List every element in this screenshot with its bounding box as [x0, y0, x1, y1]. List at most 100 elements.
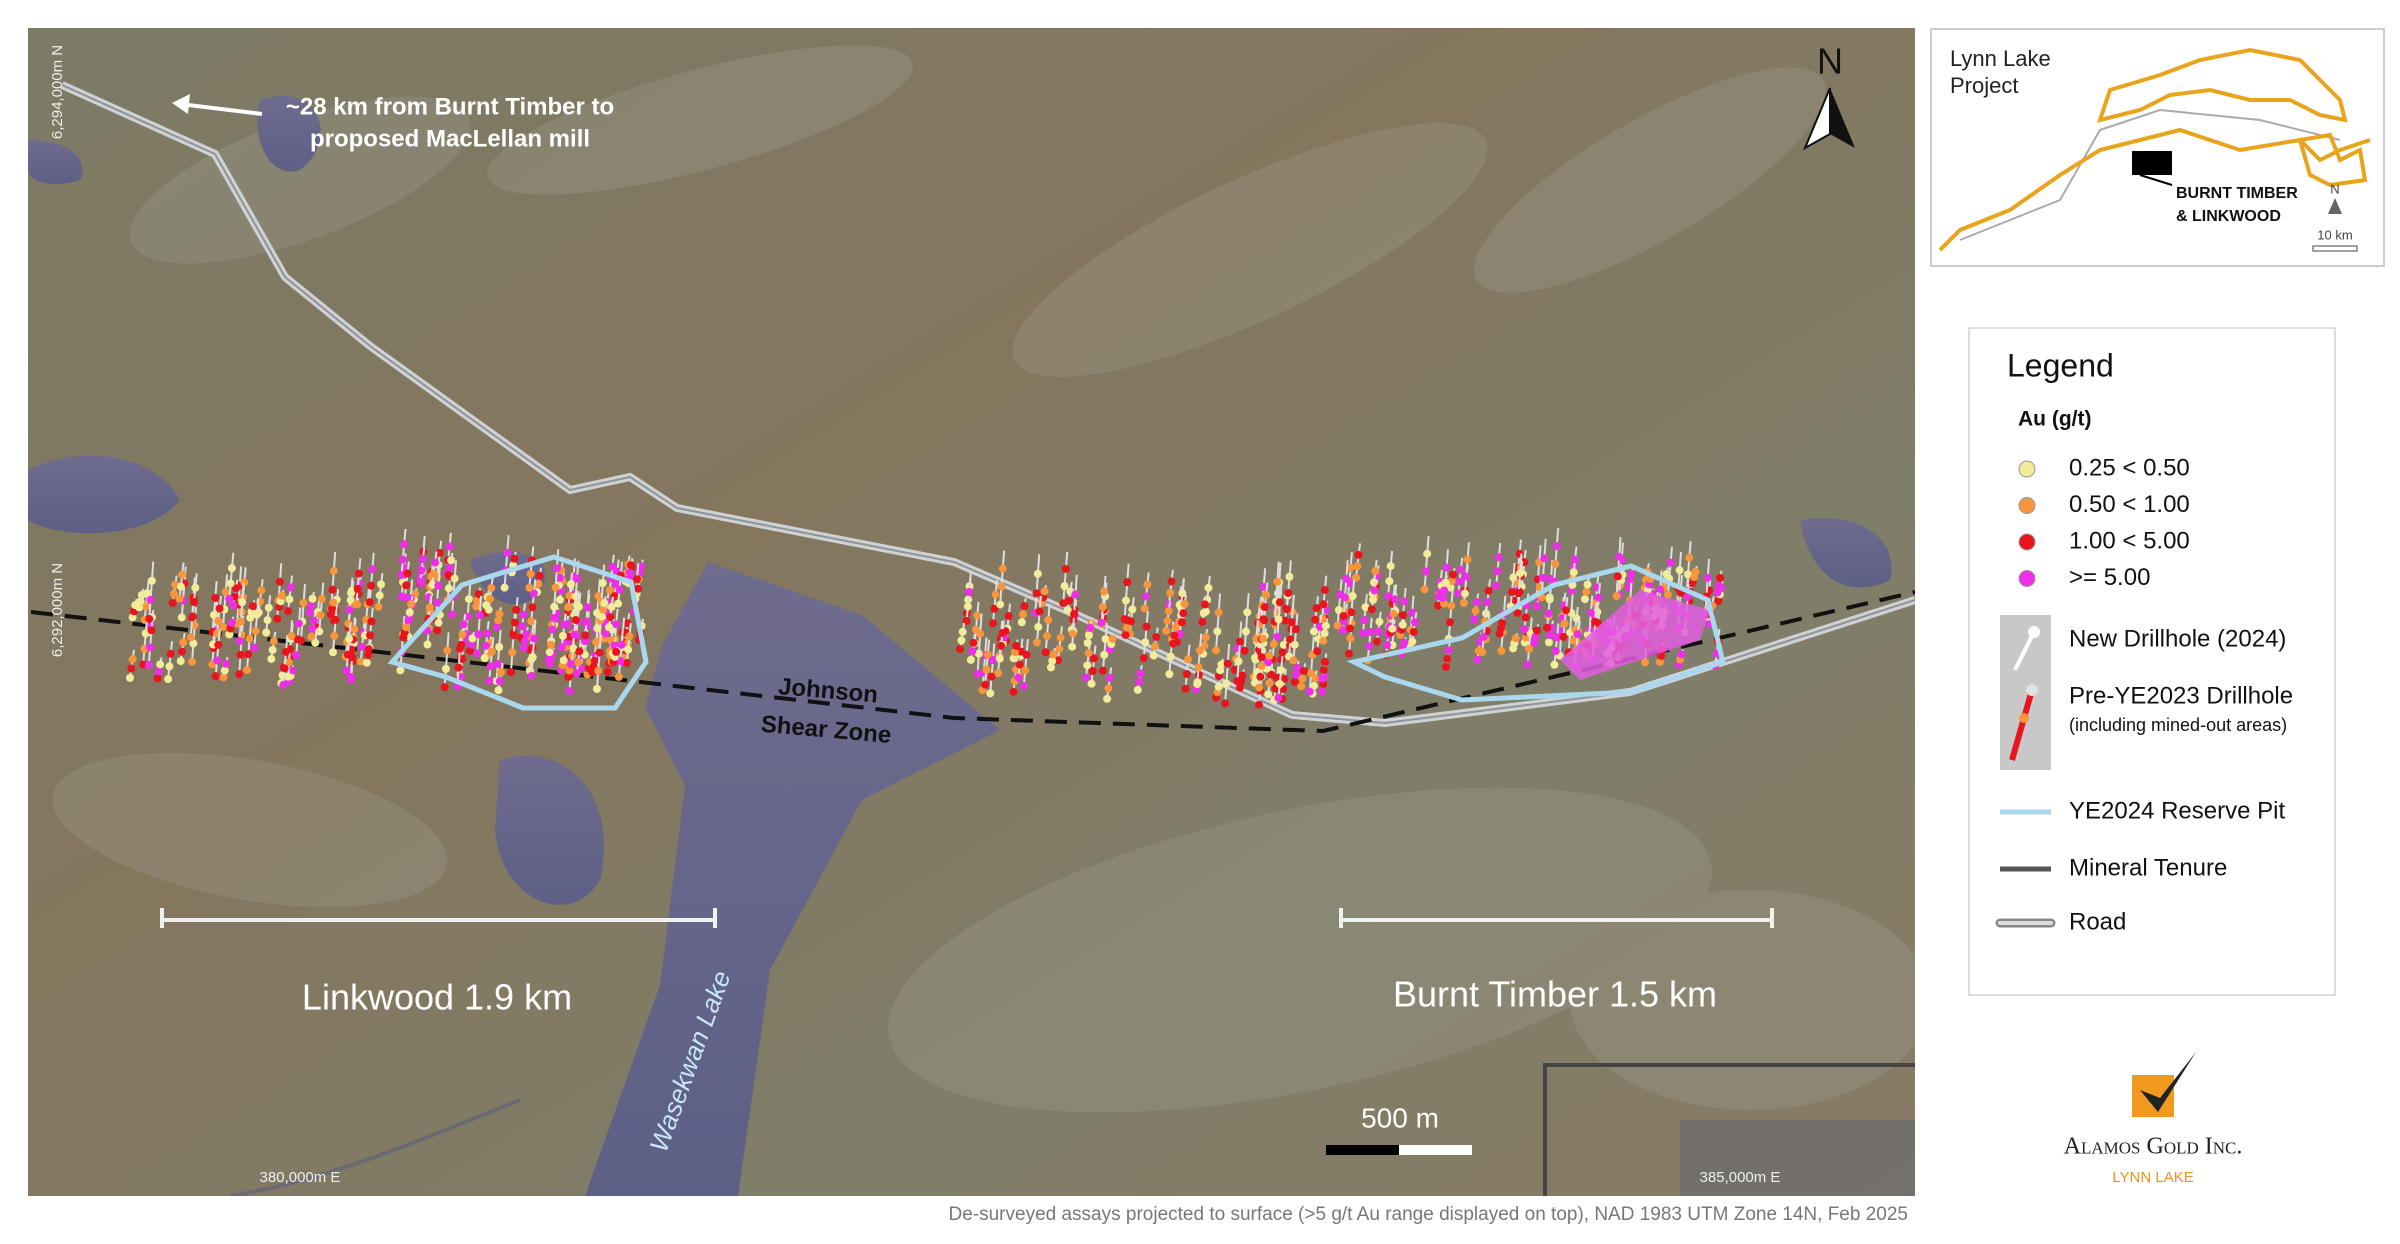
drillhole-trace: [1423, 535, 1430, 590]
drillhole-assay: [1285, 572, 1294, 581]
drillhole-assay: [1626, 577, 1635, 586]
drillhole-assay: [368, 565, 377, 574]
drillhole-assay: [1713, 588, 1722, 597]
drillhole-assay: [973, 669, 982, 678]
drillhole-assay: [1460, 589, 1469, 598]
drillhole-assay: [1123, 578, 1132, 587]
drillhole-assay: [1433, 601, 1442, 610]
drillhole-assay: [565, 591, 574, 600]
drillhole-trace: [1085, 640, 1092, 678]
drillhole-assay: [308, 594, 317, 603]
drillhole-assay: [168, 598, 177, 607]
drillhole-assay: [244, 650, 253, 659]
drillhole-assay: [1290, 677, 1299, 686]
drillhole-assay: [617, 640, 626, 649]
drillhole-assay: [1385, 577, 1394, 586]
drillhole-assay: [1521, 613, 1530, 622]
drillholes: [126, 528, 1726, 709]
drillhole-assay: [1716, 573, 1725, 582]
drillhole-assay: [1142, 622, 1151, 631]
drillhole-assay: [981, 680, 990, 689]
drillhole-trace: [575, 592, 582, 636]
drillhole-assay: [418, 555, 427, 564]
drillhole-assay: [1438, 594, 1447, 603]
drillhole-assay: [176, 582, 185, 591]
drillhole-assay: [583, 603, 592, 612]
lake: [28, 140, 83, 185]
drillhole-trace: [299, 583, 306, 641]
drillhole-assay: [447, 556, 456, 565]
drillhole-assay: [1103, 694, 1112, 703]
drillhole-assay: [454, 663, 463, 672]
drillhole-assay: [1235, 683, 1244, 692]
drillhole-assay: [326, 610, 335, 619]
drillhole-assay: [417, 566, 426, 575]
drillhole-assay: [519, 610, 528, 619]
drillhole-assay: [487, 647, 496, 656]
drillhole-assay: [1334, 606, 1343, 615]
drillhole-trace: [512, 597, 519, 636]
drillhole-trace: [1336, 579, 1343, 626]
drillhole-assay: [474, 630, 483, 639]
coordinate-label: 380,000m E: [260, 1169, 341, 1186]
drillhole-trace: [456, 629, 463, 687]
drillhole-assay: [1014, 673, 1023, 682]
drillhole-assay: [582, 617, 591, 626]
drillhole-trace: [1123, 563, 1130, 620]
drillhole-trace: [1273, 561, 1280, 622]
drillhole-trace: [1509, 563, 1516, 607]
drillhole-assay: [329, 566, 338, 575]
drillhole-assay: [465, 646, 474, 655]
drillhole-assay: [483, 629, 492, 638]
drillhole-assay: [1446, 583, 1455, 592]
drillhole-assay: [1532, 626, 1541, 635]
drillhole-assay: [1292, 625, 1301, 634]
drillhole-assay: [1513, 608, 1522, 617]
drillhole-assay: [441, 664, 450, 673]
drillhole-assay: [365, 598, 374, 607]
drillhole-assay: [1514, 589, 1523, 598]
drillhole-assay: [1042, 632, 1051, 641]
drillhole-assay: [573, 601, 582, 610]
drillhole-assay: [356, 657, 365, 666]
drillhole-assay: [1071, 590, 1080, 599]
drillhole-assay: [1139, 653, 1148, 662]
drillhole-trace: [1463, 542, 1470, 594]
drillhole-trace: [1262, 582, 1269, 620]
drillhole-assay: [1035, 607, 1044, 616]
drillhole-assay: [305, 608, 314, 617]
drillhole-assay: [1181, 684, 1190, 693]
drillhole-trace: [348, 580, 355, 610]
drillhole-assay: [1184, 655, 1193, 664]
inset-scale-bar: [2312, 245, 2358, 252]
drillhole-assay: [1321, 621, 1330, 630]
drillhole-assay: [998, 629, 1007, 638]
drillhole-trace: [1167, 569, 1174, 605]
drillhole-assay: [1098, 666, 1107, 675]
drillhole-assay: [968, 647, 977, 656]
drillhole-trace: [1411, 612, 1418, 642]
drillhole-assay: [1164, 607, 1173, 616]
drillhole-assay: [176, 657, 185, 666]
drillhole-assay: [1408, 637, 1417, 646]
drillhole-trace: [989, 643, 996, 694]
drillhole-assay: [1509, 573, 1518, 582]
drillhole-assay: [1213, 627, 1222, 636]
drillhole-trace: [350, 618, 357, 650]
drillhole-assay: [1217, 660, 1226, 669]
drillhole-assay: [214, 640, 223, 649]
drillhole-assay: [1478, 648, 1487, 657]
drillhole-assay: [1135, 677, 1144, 686]
drillhole-assay: [169, 589, 178, 598]
drillhole-assay: [242, 666, 251, 675]
drillhole-trace: [178, 562, 185, 599]
drillhole-assay: [458, 630, 467, 639]
drillhole-assay: [316, 611, 325, 620]
drillhole-assay: [1290, 640, 1299, 649]
scale-label: 500 m: [1361, 1102, 1439, 1133]
drillhole-assay: [1320, 629, 1329, 638]
drillhole-assay: [345, 605, 354, 614]
drillhole-assay: [1346, 563, 1355, 572]
drillhole-assay: [1133, 685, 1142, 694]
drillhole-assay: [473, 596, 482, 605]
